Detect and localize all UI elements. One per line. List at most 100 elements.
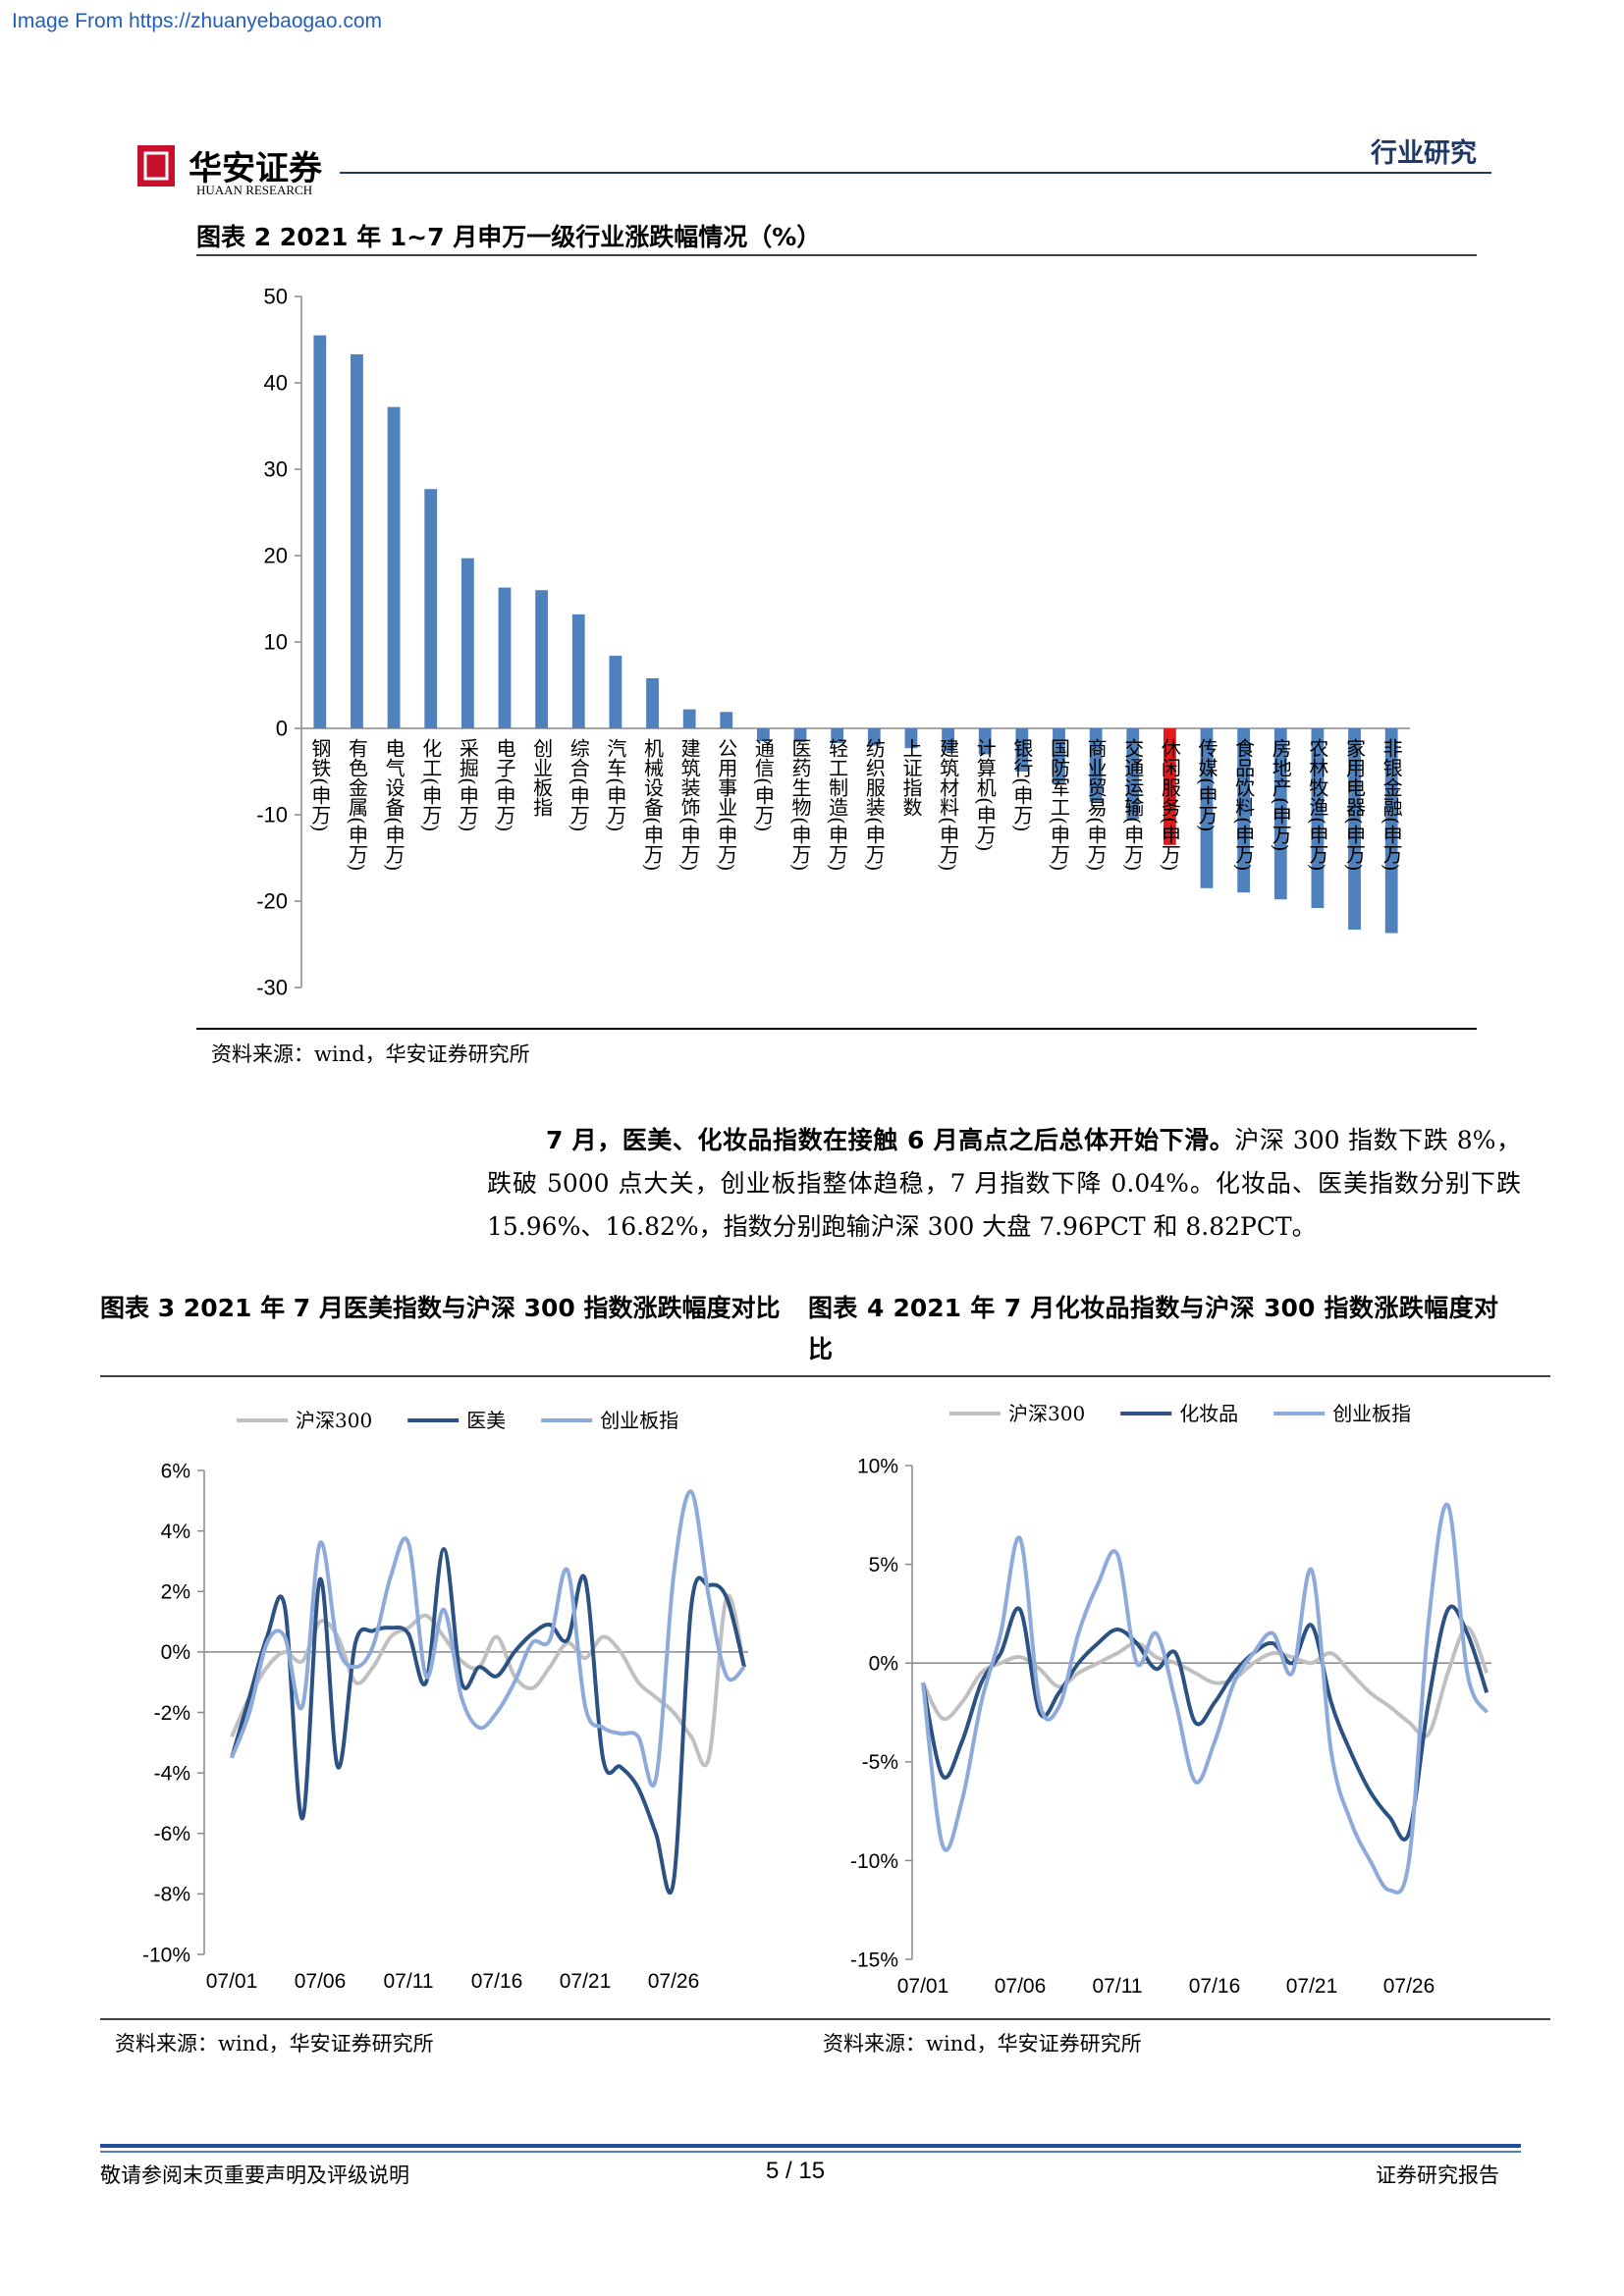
x-tick-label: 传媒(申万) bbox=[1195, 738, 1218, 832]
bar bbox=[1126, 728, 1140, 820]
footer-label: 证券研究报告 bbox=[1376, 2163, 1499, 2187]
y-tick-label: 0% bbox=[869, 1653, 898, 1676]
page-number: 5 / 15 bbox=[766, 2158, 826, 2184]
bar bbox=[535, 590, 549, 728]
x-tick-label: 上证指数 bbox=[899, 738, 923, 817]
chart-title: 图表 2 2021 年 1~7 月申万一级行业涨跌幅情况（%） bbox=[196, 223, 822, 251]
y-tick-label: 0% bbox=[161, 1641, 190, 1664]
section-label: 行业研究 bbox=[1371, 138, 1477, 169]
x-tick-label: 非银金融(申万) bbox=[1380, 738, 1403, 872]
x-tick-label: 07/01 bbox=[206, 1970, 258, 1993]
x-tick-label: 食品饮料(申万) bbox=[1232, 738, 1256, 872]
bar bbox=[1163, 728, 1176, 845]
x-tick-label: 07/26 bbox=[648, 1970, 700, 1993]
x-tick-label: 商业贸易(申万) bbox=[1084, 738, 1108, 872]
y-tick-label: -4% bbox=[154, 1762, 190, 1785]
bar bbox=[757, 728, 770, 742]
x-tick-label: 07/11 bbox=[384, 1970, 434, 1993]
x-tick-label: 07/21 bbox=[1286, 1975, 1338, 1998]
y-tick-label: -8% bbox=[154, 1884, 190, 1906]
y-tick-label: 30 bbox=[264, 457, 288, 482]
bar bbox=[1053, 728, 1065, 785]
x-tick-label: 休闲服务(申万) bbox=[1158, 738, 1181, 872]
x-tick-label: 国防军工(申万) bbox=[1047, 738, 1070, 872]
paragraph-lead: 7 月，医美、化妆品指数在接触 6 月高点之后总体开始下滑。 bbox=[546, 1126, 1235, 1154]
x-tick-label: 农林牧渔(申万) bbox=[1306, 738, 1329, 872]
y-tick-label: -10% bbox=[850, 1850, 898, 1873]
y-tick-label: 50 bbox=[264, 285, 288, 309]
legend-label: 化妆品 bbox=[1179, 1402, 1238, 1425]
bar bbox=[351, 353, 363, 728]
x-tick-label: 07/06 bbox=[995, 1975, 1047, 1998]
y-tick-label: 0 bbox=[276, 717, 288, 741]
footer-disclaimer: 敬请参阅末页重要声明及评级说明 bbox=[100, 2163, 409, 2187]
bar bbox=[978, 728, 992, 755]
x-tick-label: 建筑装饰(申万) bbox=[677, 738, 701, 872]
x-tick-label: 房地产(申万) bbox=[1269, 738, 1292, 852]
legend-label: 创业板指 bbox=[600, 1409, 678, 1432]
bar bbox=[1311, 728, 1325, 909]
x-tick-label: 采掘(申万) bbox=[456, 738, 479, 832]
x-tick-label: 机械设备(申万) bbox=[641, 738, 665, 872]
x-tick-label: 07/26 bbox=[1383, 1975, 1435, 1998]
y-tick-label: -15% bbox=[850, 1949, 898, 1971]
x-tick-label: 创业板指 bbox=[530, 738, 554, 817]
x-tick-label: 07/16 bbox=[1189, 1975, 1241, 1998]
y-tick-label: -5% bbox=[862, 1751, 898, 1774]
bar bbox=[498, 587, 512, 728]
bar bbox=[1237, 728, 1251, 893]
bar bbox=[313, 335, 327, 728]
bar bbox=[831, 728, 844, 743]
paragraph: 7 月，医美、化妆品指数在接触 6 月高点之后总体开始下滑。沪深 300 指数下… bbox=[487, 1119, 1521, 1249]
paragraph-text: 沪深 300 指数下跌 8%，跌破 5000 点大关，创业板指整体趋稳，7 月指… bbox=[487, 1126, 1521, 1241]
x-tick-label: 交通运输(申万) bbox=[1121, 738, 1145, 872]
x-tick-label: 公用事业(申万) bbox=[715, 738, 738, 872]
logo-icon-inner bbox=[143, 151, 169, 181]
y-tick-label: -6% bbox=[154, 1823, 190, 1845]
y-tick-label: 6% bbox=[161, 1460, 190, 1482]
bar bbox=[682, 709, 696, 728]
bar bbox=[1015, 728, 1029, 772]
x-tick-label: 综合(申万) bbox=[567, 738, 590, 832]
bar bbox=[387, 406, 401, 728]
legend-label: 创业板指 bbox=[1332, 1402, 1411, 1425]
bar bbox=[1200, 728, 1214, 888]
logo-icon bbox=[137, 145, 175, 187]
series-line bbox=[230, 1593, 746, 1768]
y-tick-label: -30 bbox=[256, 976, 288, 1000]
series-line bbox=[230, 1489, 746, 1789]
logo-subtext: HUAAN RESEARCH bbox=[196, 183, 313, 197]
y-tick-label: 40 bbox=[264, 371, 288, 396]
y-tick-label: -10% bbox=[142, 1944, 190, 1966]
y-tick-label: 10 bbox=[264, 630, 288, 655]
x-tick-label: 汽车(申万) bbox=[604, 738, 627, 832]
legend-label: 沪深300 bbox=[296, 1409, 372, 1432]
y-tick-label: 10% bbox=[857, 1455, 898, 1477]
bar bbox=[720, 712, 733, 728]
bar bbox=[571, 614, 585, 728]
x-tick-label: 电气设备(申万) bbox=[382, 738, 406, 872]
x-tick-label: 07/01 bbox=[897, 1975, 949, 1998]
y-tick-label: -2% bbox=[154, 1702, 190, 1725]
series-line bbox=[230, 1547, 746, 1895]
x-tick-label: 银行(申万) bbox=[1010, 738, 1034, 832]
bar bbox=[460, 558, 474, 728]
y-tick-label: 5% bbox=[869, 1554, 898, 1576]
x-tick-label: 电子(申万) bbox=[493, 738, 516, 832]
bar bbox=[793, 728, 807, 743]
bar bbox=[609, 656, 623, 728]
source-note: 资料来源：wind，华安证券研究所 bbox=[211, 1042, 530, 1066]
bar bbox=[1384, 728, 1398, 934]
series-line bbox=[921, 1502, 1489, 1895]
x-tick-label: 07/06 bbox=[295, 1970, 347, 1993]
bar bbox=[646, 677, 659, 728]
bar bbox=[942, 728, 954, 751]
bar bbox=[1273, 728, 1287, 900]
y-tick-label: -20 bbox=[256, 889, 288, 914]
chart-title: 图表 4 2021 年 7 月化妆品指数与沪深 300 指数涨跌幅度对比 bbox=[808, 1294, 1498, 1363]
x-tick-label: 轻工制造(申万) bbox=[826, 738, 849, 872]
bar bbox=[424, 489, 438, 728]
y-tick-label: 20 bbox=[264, 544, 288, 568]
